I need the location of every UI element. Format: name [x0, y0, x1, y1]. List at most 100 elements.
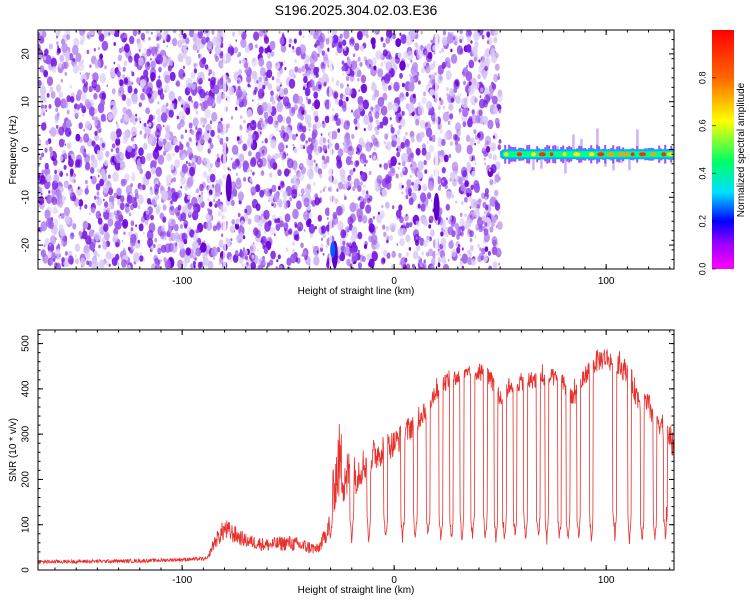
noise-blob	[199, 116, 206, 127]
noise-blob	[168, 90, 176, 102]
noise-blob	[83, 128, 86, 132]
noise-blob	[172, 30, 177, 34]
noise-blob	[490, 142, 497, 152]
noise-blob	[487, 251, 491, 256]
noise-blob	[102, 183, 109, 194]
noise-blob	[84, 162, 91, 171]
noise-blob	[217, 79, 224, 90]
noise-blob	[405, 194, 409, 200]
noise-blob	[108, 201, 114, 210]
noise-gap-stripe	[435, 30, 439, 269]
noise-blob	[269, 172, 273, 178]
noise-blob	[375, 129, 380, 136]
noise-blob	[497, 73, 500, 77]
noise-blob	[202, 100, 209, 109]
noise-blob	[385, 61, 393, 72]
noise-blob	[175, 80, 181, 87]
noise-blob	[143, 142, 148, 150]
noise-blob	[312, 138, 318, 148]
noise-blob	[72, 223, 77, 230]
noise-blob	[405, 222, 410, 229]
noise-blob	[298, 30, 302, 36]
noise-blob	[409, 130, 415, 139]
noise-blob	[203, 171, 208, 179]
noise-blob	[97, 174, 100, 178]
noise-blob	[314, 226, 317, 230]
noise-blob	[243, 251, 247, 256]
noise-blob	[138, 147, 144, 157]
noise-blob	[430, 174, 434, 178]
noise-blob	[389, 166, 396, 177]
noise-blob	[483, 74, 487, 80]
noise-blob	[305, 96, 308, 101]
noise-blob	[442, 263, 450, 269]
noise-blob	[313, 99, 321, 110]
noise-blob	[67, 142, 72, 150]
noise-blob	[334, 198, 339, 205]
noise-blob	[141, 216, 146, 223]
noise-blob	[304, 87, 311, 97]
noise-blob	[89, 241, 96, 251]
signal-peak	[597, 152, 605, 157]
noise-blob	[396, 129, 401, 136]
noise-blob	[317, 168, 323, 175]
noise-blob	[89, 64, 92, 68]
noise-blob	[96, 196, 100, 200]
noise-blob	[136, 58, 139, 62]
noise-blob	[412, 93, 416, 99]
noise-blob	[187, 202, 192, 210]
noise-blob	[166, 57, 173, 68]
noise-blob	[44, 147, 48, 153]
noise-blob	[298, 193, 301, 197]
noise-blob	[255, 44, 258, 49]
noise-blob	[178, 68, 185, 79]
noise-blob	[281, 153, 286, 161]
noise-blob	[352, 53, 356, 58]
noise-blob	[295, 133, 298, 137]
noise-blob	[146, 48, 152, 57]
noise-blob	[217, 210, 222, 217]
noise-blob	[292, 45, 295, 50]
noise-blob	[230, 241, 233, 245]
noise-blob	[235, 106, 238, 111]
noise-blob	[313, 159, 316, 163]
noise-blob	[495, 225, 498, 229]
noise-blob	[445, 70, 452, 80]
noise-blob	[320, 243, 324, 249]
noise-blob	[195, 126, 198, 131]
noise-blob	[333, 91, 339, 99]
noise-blob	[158, 75, 161, 79]
noise-blob	[45, 140, 49, 146]
noise-blob	[456, 45, 463, 55]
noise-blob	[56, 50, 60, 56]
noise-blob	[259, 117, 264, 124]
noise-blob	[209, 120, 213, 125]
noise-blob	[139, 120, 142, 124]
noise-blob	[410, 136, 414, 142]
noise-blob	[425, 122, 428, 127]
noise-blob	[124, 43, 130, 53]
noise-blob	[492, 239, 497, 247]
noise-blob	[95, 183, 101, 191]
noise-blob	[426, 43, 432, 53]
noise-blob	[308, 137, 311, 143]
noise-blob	[72, 44, 79, 56]
noise-blob	[64, 143, 67, 146]
noise-blob	[405, 91, 409, 97]
noise-blob	[443, 154, 449, 163]
noise-blob	[155, 194, 160, 200]
noise-blob	[407, 50, 414, 61]
noise-blob	[154, 183, 160, 192]
signal-peak	[639, 152, 647, 157]
noise-blob	[177, 40, 183, 48]
noise-blob	[468, 251, 473, 258]
noise-blob	[211, 246, 218, 257]
noise-blob	[245, 93, 248, 96]
noise-blob	[127, 246, 131, 251]
noise-blob	[214, 203, 218, 208]
noise-blob	[460, 258, 462, 262]
noise-blob	[65, 54, 70, 62]
noise-blob	[372, 81, 375, 86]
noise-blob	[203, 251, 208, 260]
